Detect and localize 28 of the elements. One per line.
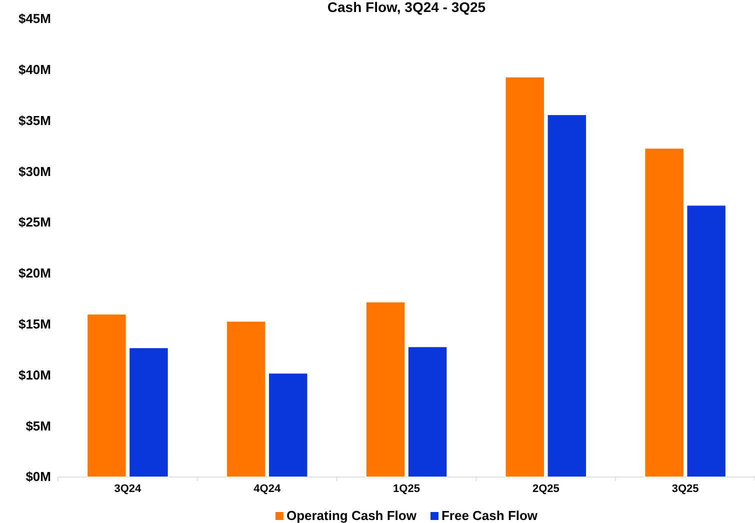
bar <box>504 76 545 478</box>
bar <box>547 114 587 478</box>
y-tick-label: $45M <box>18 11 51 26</box>
x-tick-label: 3Q24 <box>114 482 142 495</box>
chart-title: Cash Flow, 3Q24 - 3Q25 <box>327 0 486 15</box>
bar <box>226 320 266 478</box>
y-tick-label: $30M <box>18 164 51 179</box>
bar <box>86 314 127 478</box>
y-tick-label: $0M <box>26 469 51 484</box>
y-tick-label: $40M <box>18 62 51 78</box>
x-tick-label: 3Q25 <box>672 482 699 495</box>
bar <box>408 346 448 478</box>
x-tick-label: 4Q24 <box>254 482 282 495</box>
y-tick-label: $25M <box>18 214 51 230</box>
bar <box>268 372 308 478</box>
bar <box>644 148 684 478</box>
y-tick-label: $20M <box>18 266 51 281</box>
x-tick-label: 1Q25 <box>393 482 420 495</box>
y-tick-label: $15M <box>18 316 51 332</box>
bar <box>686 204 726 478</box>
y-tick-label: $10M <box>18 367 51 382</box>
x-tick-label: 2Q25 <box>532 482 560 495</box>
bar <box>128 347 169 478</box>
y-tick-label: $5M <box>26 418 51 434</box>
bar <box>366 302 406 478</box>
legend-label: Operating Cash Flow <box>286 508 418 523</box>
y-tick-label: $35M <box>18 112 51 128</box>
legend-label: Free Cash Flow <box>441 508 538 523</box>
